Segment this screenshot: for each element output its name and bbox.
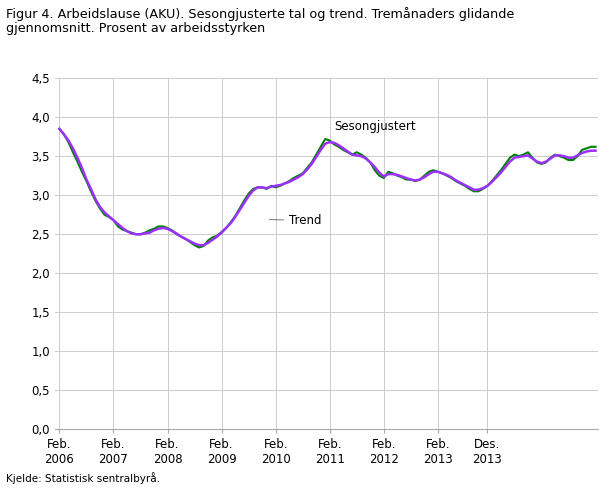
Text: Trend: Trend [270,214,321,227]
Text: Kjelde: Statistisk sentralbyrå.: Kjelde: Statistisk sentralbyrå. [6,472,160,484]
Text: Figur 4. Arbeidslause (AKU). Sesongjusterte tal og trend. Tremånaders glidande: Figur 4. Arbeidslause (AKU). Sesongjuste… [6,7,514,21]
Text: Sesongjustert: Sesongjustert [334,120,416,133]
Text: gjennomsnitt. Prosent av arbeidsstyrken: gjennomsnitt. Prosent av arbeidsstyrken [6,22,265,35]
